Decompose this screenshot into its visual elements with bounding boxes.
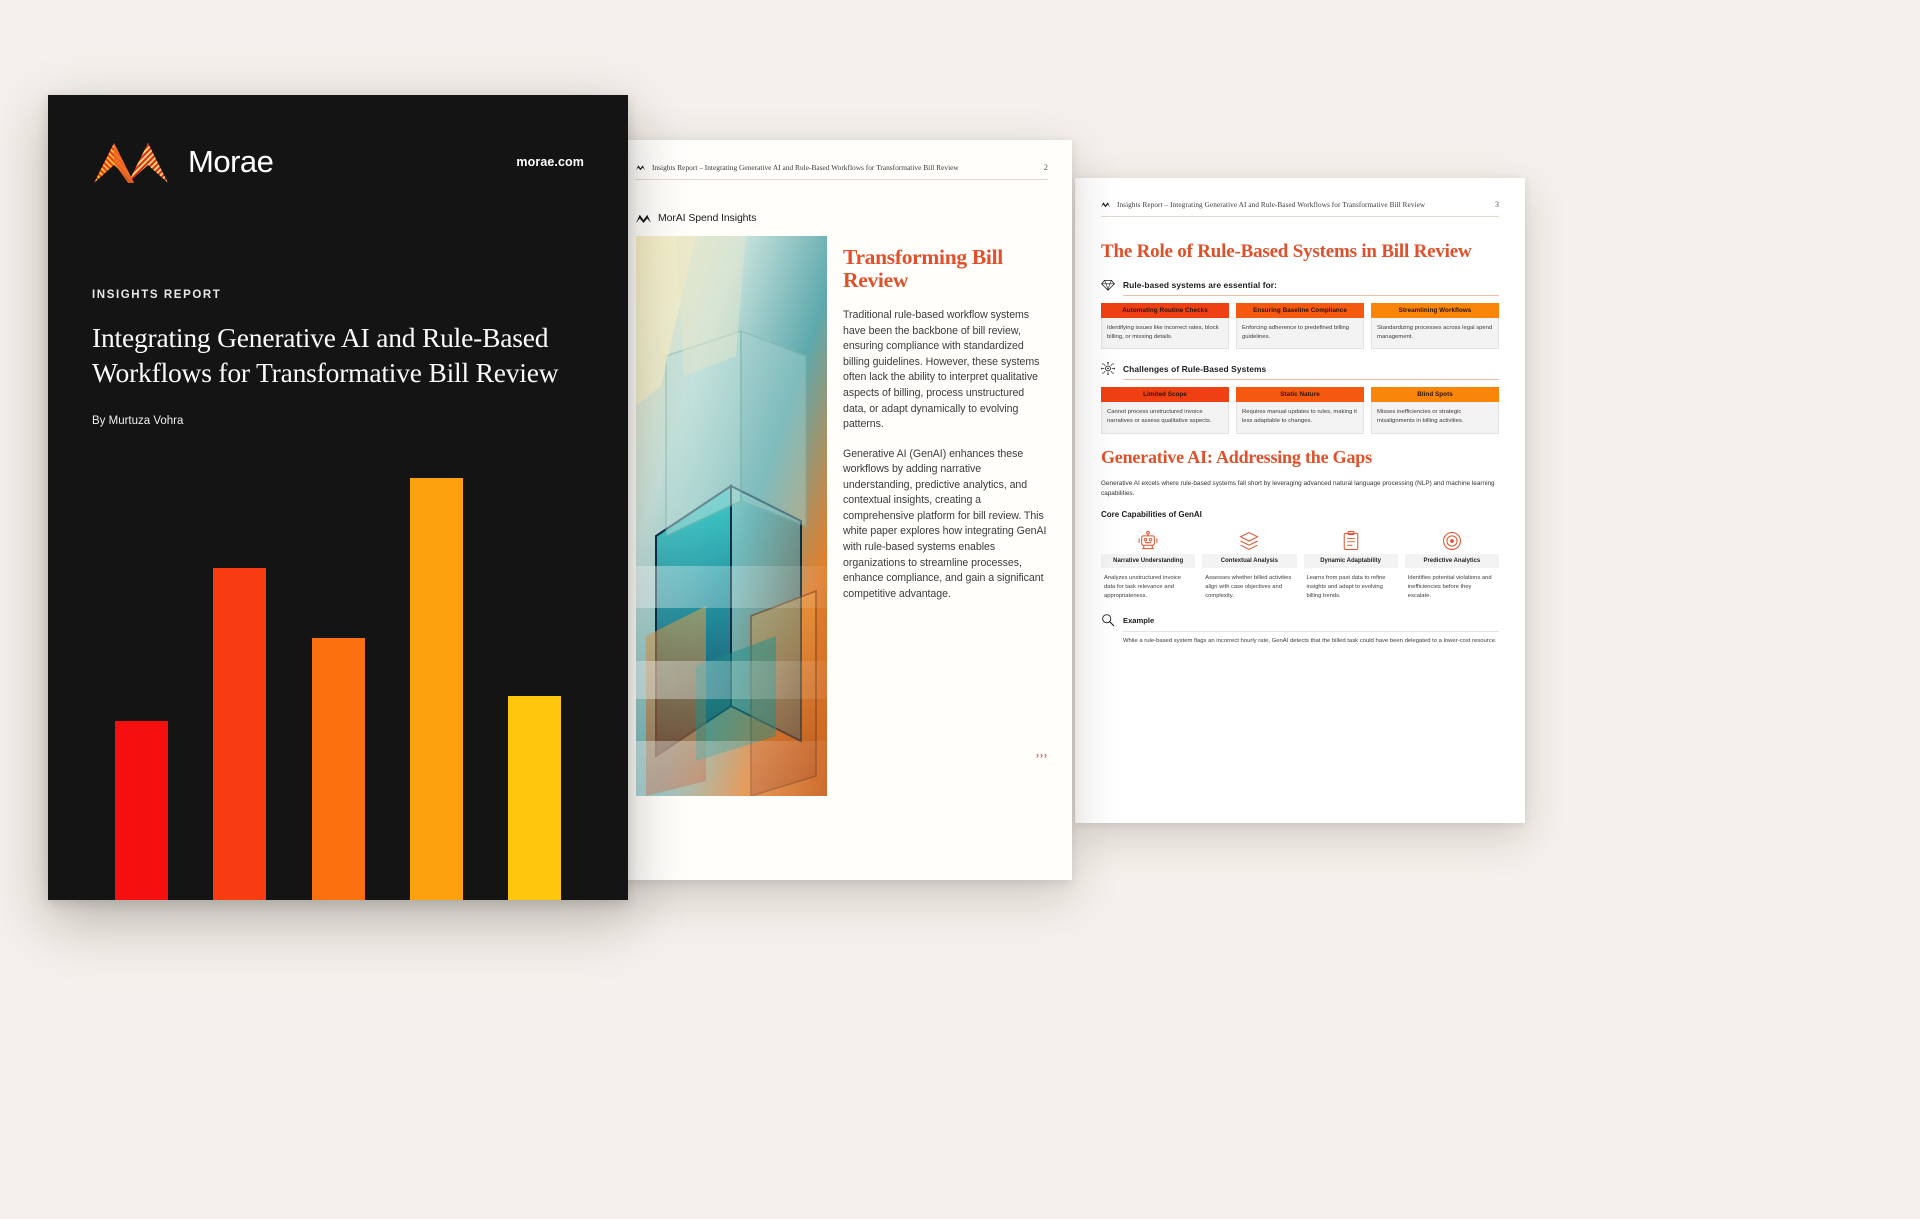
page-3-heading: The Role of Rule-Based Systems in Bill R… bbox=[1101, 241, 1472, 262]
cover-kicker: INSIGHTS REPORT bbox=[92, 289, 222, 301]
chart-bar bbox=[311, 638, 365, 900]
challenge-card-body: Misses inefficiencies or strategic misal… bbox=[1371, 402, 1499, 434]
challenge-card-body: Cannot process unstructured invoice narr… bbox=[1101, 402, 1229, 434]
page-3-header-text: Insights Report – Integrating Generative… bbox=[1117, 200, 1426, 209]
cover-header: Morae morae.com bbox=[48, 95, 628, 189]
capability-desc: Analyzes unstructured invoice data for t… bbox=[1104, 575, 1182, 600]
cover-bar-chart bbox=[48, 440, 628, 900]
page-2-paragraph: Generative AI (GenAI) enhances these wor… bbox=[843, 447, 1047, 600]
cover-brand: Morae bbox=[92, 135, 274, 189]
challenge-card-title: Blind Spots bbox=[1371, 387, 1499, 403]
capability-title: Dynamic Adaptability bbox=[1303, 554, 1398, 569]
bar-cell bbox=[92, 440, 190, 900]
page-2-heading: Transforming Bill Review bbox=[843, 245, 1003, 292]
challenges-label-text: Challenges of Rule-Based Systems bbox=[1123, 363, 1267, 374]
page-2-columns: Transforming Bill Review Traditional rul… bbox=[636, 236, 1048, 796]
essential-label-text: Rule-based systems are essential for: bbox=[1123, 280, 1278, 290]
example-text: While a rule-based system flags an incor… bbox=[1123, 638, 1497, 645]
challenge-card-title: Static Nature bbox=[1236, 387, 1364, 403]
capability-desc: Assesses whether billed activities align… bbox=[1205, 575, 1292, 600]
circuit-gear-icon bbox=[1101, 362, 1115, 376]
challenge-card[interactable]: Blind Spots Misses inefficiencies or str… bbox=[1371, 387, 1499, 434]
example-block: Example While a rule-based system flags … bbox=[1101, 613, 1499, 646]
essential-section-label: Rule-based systems are essential for: bbox=[1101, 279, 1499, 291]
challenge-card[interactable]: Static Nature Requires manual updates to… bbox=[1236, 387, 1364, 434]
capability-desc: Identifies potential violations and inef… bbox=[1407, 575, 1492, 600]
essential-divider bbox=[1123, 295, 1499, 296]
document-page-2[interactable]: Insights Report – Integrating Generative… bbox=[612, 140, 1072, 880]
morai-spend-insights-brand: MorAI Spend Insights bbox=[636, 212, 1048, 224]
morae-chevron-logo-icon bbox=[636, 164, 645, 170]
target-icon bbox=[1405, 528, 1499, 554]
challenge-card-title: Limited Scope bbox=[1101, 387, 1229, 403]
essential-card-row: Automating Routine Checks Identifying is… bbox=[1101, 303, 1499, 350]
capability-title: Contextual Analysis bbox=[1202, 554, 1297, 569]
clipboard-icon bbox=[1304, 528, 1398, 554]
essential-card[interactable]: Ensuring Baseline Compliance Enforcing a… bbox=[1236, 303, 1364, 350]
page-2-header-text: Insights Report – Integrating Generative… bbox=[652, 162, 959, 172]
challenge-card-body: Requires manual updates to rules, making… bbox=[1236, 402, 1364, 434]
cover-brand-name: Morae bbox=[188, 144, 274, 179]
page-3-heading-2: Generative AI: Addressing the Gaps bbox=[1101, 446, 1372, 467]
challenges-section-label: Challenges of Rule-Based Systems bbox=[1101, 362, 1499, 376]
cover-byline: By Murtuza Vohra bbox=[92, 414, 184, 427]
cover-title: Integrating Generative AI and Rule-Based… bbox=[92, 322, 559, 388]
capability-title: Predictive Analytics bbox=[1404, 554, 1499, 569]
magnifier-icon bbox=[1102, 614, 1115, 627]
essential-card[interactable]: Streamlining Workflows Standardizing pro… bbox=[1371, 303, 1499, 350]
morae-chevron-logo-icon bbox=[1101, 202, 1110, 208]
capability-title: Narrative Understanding bbox=[1101, 554, 1196, 569]
essential-card-body: Standardizing processes across legal spe… bbox=[1371, 318, 1499, 350]
challenges-card-row: Limited Scope Cannot process unstructure… bbox=[1101, 387, 1499, 434]
document-page-3[interactable]: Insights Report – Integrating Generative… bbox=[1075, 178, 1525, 823]
page-2-number: 2 bbox=[1043, 162, 1048, 172]
morae-chevron-logo-icon bbox=[636, 214, 651, 223]
cover-url[interactable]: morae.com bbox=[516, 155, 584, 169]
page-3-number: 3 bbox=[1495, 200, 1499, 209]
genai-intro-text: Generative AI excels where rule-based sy… bbox=[1101, 479, 1495, 497]
chart-bar bbox=[213, 567, 267, 900]
page-2-header: Insights Report – Integrating Generative… bbox=[636, 162, 1048, 180]
example-header: Example bbox=[1101, 613, 1499, 627]
challenges-divider bbox=[1123, 379, 1499, 381]
essential-card-body: Enforcing adherence to predefined billin… bbox=[1236, 318, 1364, 350]
bar-cell bbox=[486, 440, 584, 900]
page-3-header: Insights Report – Integrating Generative… bbox=[1101, 200, 1499, 217]
page-2-paragraph: Traditional rule-based workflow systems … bbox=[843, 309, 1040, 431]
capability-card[interactable]: Predictive Analytics Identifies potentia… bbox=[1404, 528, 1499, 601]
robot-icon bbox=[1101, 528, 1195, 554]
chart-bar bbox=[114, 721, 168, 900]
bar-cell bbox=[190, 440, 288, 900]
example-divider bbox=[1123, 631, 1499, 633]
chart-bar bbox=[409, 478, 463, 900]
morai-spend-insights-label: MorAI Spend Insights bbox=[658, 212, 757, 224]
capability-card[interactable]: Narrative Understanding Analyzes unstruc… bbox=[1101, 528, 1196, 601]
diamond-icon bbox=[1101, 279, 1115, 291]
morae-chevron-logo-icon bbox=[94, 143, 168, 183]
bar-cell bbox=[387, 440, 485, 900]
essential-card-title: Streamlining Workflows bbox=[1371, 303, 1499, 318]
capability-desc: Learns from past data to refine insights… bbox=[1306, 575, 1386, 600]
layers-icon bbox=[1202, 528, 1296, 554]
capability-card[interactable]: Dynamic Adaptability Learns from past da… bbox=[1303, 528, 1398, 601]
challenge-card[interactable]: Limited Scope Cannot process unstructure… bbox=[1101, 387, 1229, 434]
abstract-glass-architecture-image bbox=[636, 236, 827, 796]
page-2-text-column: Transforming Bill Review Traditional rul… bbox=[843, 236, 1048, 796]
page-2-footer-marks: ››› bbox=[1036, 750, 1048, 760]
essential-card-title: Ensuring Baseline Compliance bbox=[1236, 303, 1364, 318]
cover-body: INSIGHTS REPORT Integrating Generative A… bbox=[48, 289, 628, 427]
essential-card-body: Identifying issues like incorrect rates,… bbox=[1101, 318, 1229, 350]
chart-bar bbox=[508, 695, 562, 900]
core-capabilities-subheading: Core Capabilities of GenAI bbox=[1101, 510, 1202, 520]
essential-card[interactable]: Automating Routine Checks Identifying is… bbox=[1101, 303, 1229, 350]
example-label: Example bbox=[1123, 615, 1155, 625]
document-cover-page[interactable]: Morae morae.com INSIGHTS REPORT Integrat… bbox=[48, 95, 628, 900]
capability-card[interactable]: Contextual Analysis Assesses whether bil… bbox=[1202, 528, 1297, 601]
essential-card-title: Automating Routine Checks bbox=[1101, 303, 1229, 318]
bar-cell bbox=[289, 440, 387, 900]
capabilities-row: Narrative Understanding Analyzes unstruc… bbox=[1101, 528, 1499, 601]
